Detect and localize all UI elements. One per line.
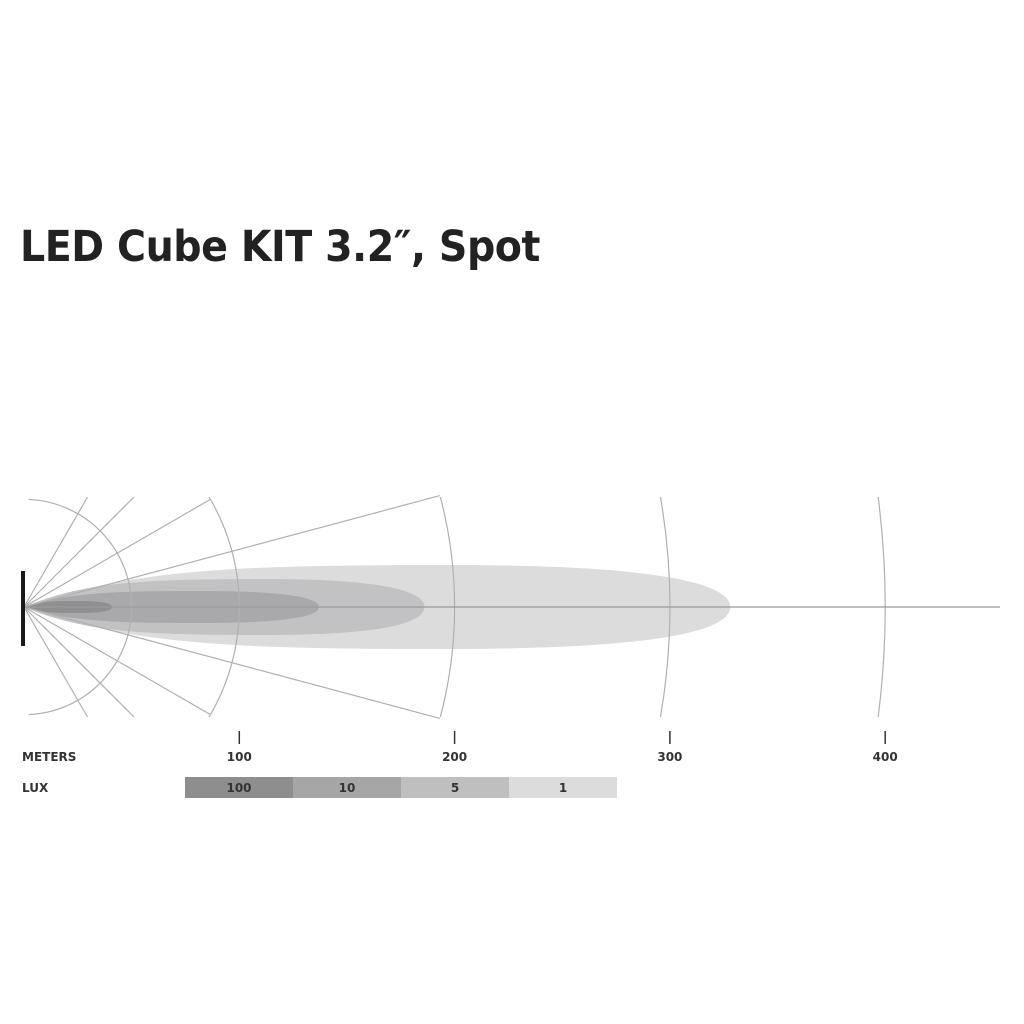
lux-legend-swatch-5 bbox=[401, 777, 509, 798]
lux-legend-swatch-100 bbox=[185, 777, 293, 798]
lux-legend-label: 100 bbox=[226, 781, 251, 795]
angle-ray-60 bbox=[23, 496, 89, 608]
lux-legend-swatch-1 bbox=[509, 777, 617, 798]
angle-ray-30 bbox=[23, 498, 211, 608]
angle-ray-30 bbox=[23, 606, 211, 716]
x-tick-label: 300 bbox=[657, 750, 682, 764]
angle-ray-15 bbox=[23, 494, 441, 608]
lux-legend-label: 5 bbox=[451, 781, 459, 795]
angle-ray-60 bbox=[23, 606, 89, 718]
x-tick-label: 200 bbox=[442, 750, 467, 764]
chart-title: LED Cube KIT 3.2″, Spot bbox=[20, 222, 540, 272]
lux-legend-label: 10 bbox=[339, 781, 356, 795]
light-source-icon bbox=[21, 571, 25, 646]
x-tick-label: 400 bbox=[873, 750, 898, 764]
meters-label: METERS bbox=[22, 750, 76, 764]
x-tick-label: 100 bbox=[227, 750, 252, 764]
angle-ray-45 bbox=[23, 496, 135, 608]
angle-ray-15 bbox=[23, 606, 441, 720]
lux-legend-swatch-10 bbox=[293, 777, 401, 798]
lux-label: LUX bbox=[22, 781, 49, 795]
angle-ray-45 bbox=[23, 606, 135, 718]
lux-legend-label: 1 bbox=[559, 781, 567, 795]
